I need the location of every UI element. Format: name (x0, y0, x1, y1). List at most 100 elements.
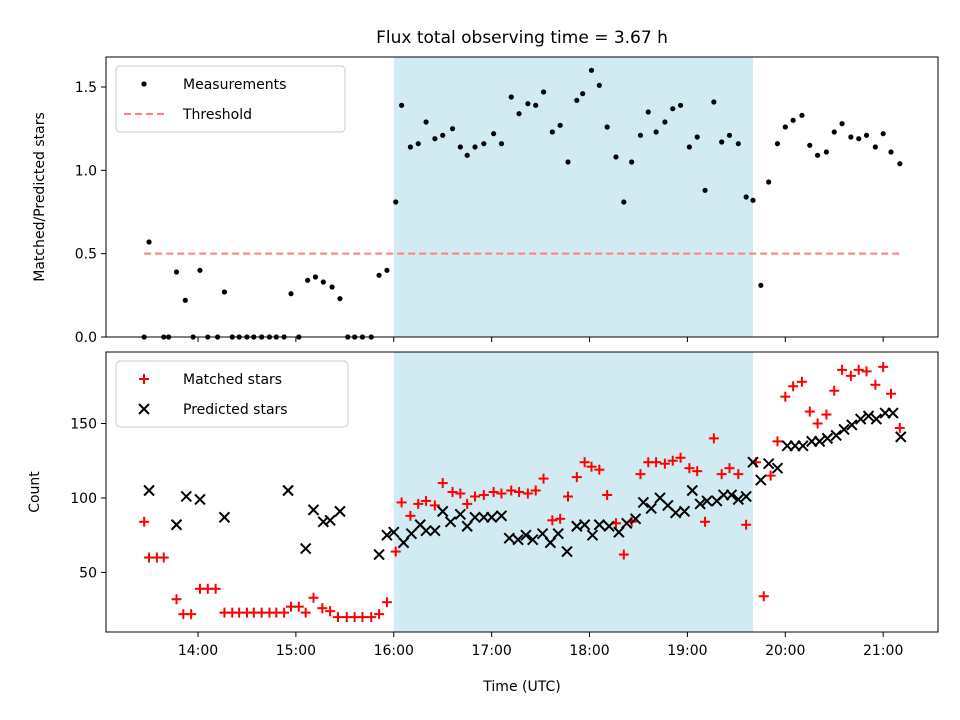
predicted-point-b (586, 529, 599, 541)
predicted-point (895, 431, 907, 443)
matched-point (462, 498, 473, 509)
predicted-point-b (495, 510, 508, 522)
shaded-interval (393, 57, 754, 337)
predicted-point (637, 496, 650, 509)
matched-point (618, 549, 629, 560)
matched-point (845, 370, 856, 381)
predicted-point (561, 545, 573, 558)
matched-point (708, 433, 719, 444)
matched-point (853, 364, 864, 375)
matched-point (741, 519, 752, 530)
predicted-point-b (218, 511, 231, 524)
measurement-point (677, 102, 684, 108)
measurement-point (604, 124, 610, 130)
matched-point (796, 376, 807, 387)
predicted-point (854, 413, 867, 425)
predicted-point (578, 519, 591, 531)
matched-point (325, 606, 336, 617)
predicted-point-b (654, 492, 666, 504)
axes-frame (105, 56, 939, 338)
measurement-point (516, 111, 522, 117)
matched-point (522, 488, 533, 499)
predicted-point-b (454, 508, 467, 521)
matched-point (563, 491, 574, 502)
matched-point (886, 388, 897, 399)
measurement-point (613, 154, 619, 160)
predicted-point (218, 511, 231, 524)
predicted-point (307, 504, 320, 516)
measurement-point (856, 136, 862, 142)
measurement-point (758, 282, 764, 288)
predicted-point (299, 542, 312, 555)
matched-point (579, 457, 590, 468)
measurement-point (880, 131, 886, 137)
predicted-point (762, 457, 775, 470)
predicted-point-b (324, 514, 336, 527)
predicted-point (629, 513, 642, 525)
predicted-point (740, 490, 752, 503)
measurement-point (662, 119, 668, 125)
matched-point (210, 583, 221, 594)
predicted-point-b (686, 484, 699, 497)
y-tick-label: 150 (70, 416, 97, 432)
predicted-point (143, 484, 155, 497)
predicted-point (495, 510, 508, 522)
predicted-point-b (846, 419, 858, 431)
matched-point (447, 487, 458, 497)
measurement-point (457, 144, 463, 150)
predicted-point-b (755, 474, 767, 486)
predicted-point (397, 536, 410, 549)
predicted-point-b (512, 533, 524, 546)
series-predicted-stars (143, 407, 907, 561)
predicted-point (520, 529, 532, 541)
matched-point (758, 591, 769, 602)
matched-point (894, 422, 905, 433)
predicted-point-b (544, 536, 557, 549)
predicted-point (469, 511, 481, 524)
matched-point (158, 552, 169, 563)
y-tick-label: 100 (70, 491, 97, 507)
measurement-point (432, 136, 438, 142)
matched-point (488, 487, 499, 497)
measurement-point (557, 122, 563, 128)
predicted-point (669, 507, 682, 519)
matched-point (772, 436, 783, 447)
predicted-point-b (747, 456, 759, 468)
measurement-point (823, 149, 830, 155)
predicted-point-b (414, 519, 426, 531)
legend-entry-label: Matched stars (183, 372, 282, 388)
measurement-point (596, 82, 602, 88)
matched-point (675, 452, 686, 463)
predicted-point-b (887, 407, 899, 419)
matched-point (186, 609, 197, 620)
matched-point (366, 612, 377, 623)
matched-point (530, 485, 541, 496)
predicted-point-b (813, 435, 826, 448)
matched-point (357, 612, 368, 623)
predicted-point (686, 484, 699, 497)
y-tick-label: 1.5 (75, 80, 97, 96)
predicted-point-b (194, 493, 206, 506)
legend-entry-label: Threshold (182, 107, 252, 123)
predicted-point (454, 508, 467, 521)
predicted-point-b (552, 527, 564, 540)
predicted-point (846, 419, 858, 431)
predicted-point (813, 435, 826, 448)
predicted-point-b (469, 511, 481, 524)
measurement-point (807, 142, 813, 148)
matched-point (651, 457, 662, 468)
predicted-point (797, 440, 809, 452)
predicted-point-b (603, 520, 615, 532)
predicted-point (755, 474, 767, 486)
x-tick-label: 17:00 (471, 643, 511, 659)
predicted-point (180, 490, 192, 503)
predicted-point (701, 495, 713, 507)
predicted-point (503, 532, 515, 544)
measurement-point (393, 199, 399, 205)
y-tick-label: 0.5 (75, 247, 97, 263)
predicted-point (334, 505, 346, 518)
measurement-point (481, 141, 487, 147)
matched-point (586, 461, 597, 472)
measurement-point (774, 141, 781, 147)
predicted-point (444, 516, 457, 528)
